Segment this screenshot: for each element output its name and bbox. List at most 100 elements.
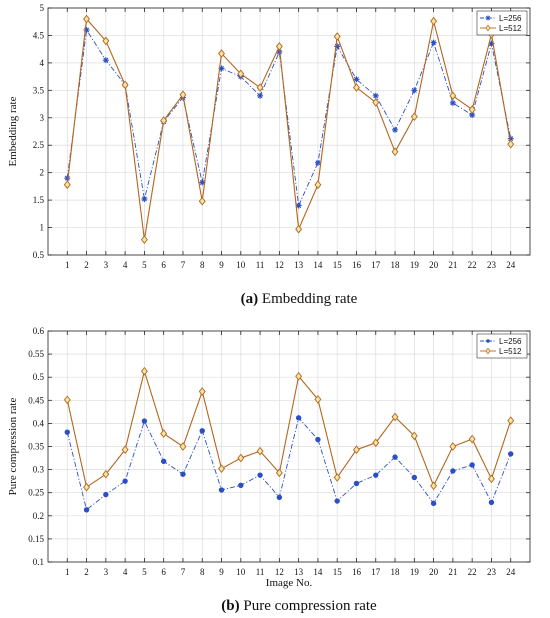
data-point [257, 472, 263, 478]
chart-pure-compression-rate: 0.10.150.20.250.30.350.40.450.50.550.61 2… [7, 326, 531, 614]
data-point [410, 112, 418, 122]
data-point [83, 507, 90, 513]
data-point [218, 464, 225, 473]
x-tick-label: 18 [391, 260, 401, 270]
legend-marker [485, 347, 491, 355]
data-point [450, 468, 456, 474]
x-tick-label: 4 [123, 260, 128, 270]
data-point [353, 76, 360, 83]
x-tick-label: 14 [313, 260, 323, 270]
y-axis-label: Embedding rate [7, 96, 19, 166]
data-point [295, 371, 303, 381]
data-point [391, 412, 399, 422]
x-tick-label: 10 [236, 567, 246, 577]
data-point [160, 116, 168, 125]
data-point [256, 446, 264, 456]
data-point [198, 196, 206, 206]
x-tick-label: 4 [123, 567, 128, 577]
data-point [295, 224, 303, 234]
legend-label: L=512 [499, 347, 522, 356]
x-tick-label: 12 [275, 567, 284, 577]
legend-marker [486, 339, 490, 343]
x-tick-label: 23 [487, 260, 497, 270]
data-point [275, 468, 283, 478]
data-point [102, 469, 110, 479]
data-point [140, 235, 148, 244]
x-tick-label: 20 [429, 567, 439, 577]
data-point [122, 478, 128, 484]
figure-caption: (b) Pure compression rate [221, 598, 377, 614]
data-point [314, 395, 322, 404]
caption-letter: (b) [221, 598, 239, 614]
data-point [314, 180, 322, 190]
data-point [218, 487, 225, 493]
caption-letter: (a) [241, 291, 259, 307]
data-point [141, 196, 148, 203]
series-line [66, 416, 512, 511]
y-tick-label: 3 [40, 113, 45, 123]
x-tick-label: 14 [313, 567, 323, 577]
data-point [160, 458, 167, 464]
data-point [468, 105, 476, 114]
legend-box [476, 10, 528, 36]
x-tick-label: 23 [487, 567, 497, 577]
x-tick-label: 21 [448, 260, 457, 270]
y-tick-label: 0.5 [33, 250, 45, 260]
y-tick-label: 3.5 [33, 85, 45, 95]
data-point [256, 83, 264, 92]
data-point [180, 471, 186, 477]
x-tick-label: 8 [200, 260, 205, 270]
y-tick-label: 0.5 [33, 372, 45, 382]
data-point [372, 98, 380, 107]
legend-label: L=256 [499, 14, 522, 23]
data-point [410, 431, 418, 441]
data-point [353, 480, 360, 487]
y-tick-label: 2 [40, 168, 45, 178]
data-point [373, 472, 379, 478]
x-tick-label: 15 [333, 260, 343, 270]
x-tick-label: 17 [371, 567, 381, 577]
data-point [315, 436, 321, 443]
data-point [199, 428, 205, 434]
data-point [391, 147, 399, 157]
data-point [507, 139, 515, 149]
x-tick-label: 3 [104, 567, 109, 577]
series-L=512 [63, 14, 515, 244]
x-tick-label: 13 [294, 567, 304, 577]
data-point [141, 418, 148, 424]
y-tick-label: 2.5 [33, 140, 45, 150]
data-point [257, 92, 264, 99]
series-line [66, 369, 512, 489]
y-tick-label: 0.15 [28, 534, 44, 544]
figure-caption: (a) Embedding rate [241, 291, 358, 307]
y-tick-label: 1.5 [33, 195, 45, 205]
x-tick-label: 10 [236, 260, 246, 270]
series-L=256 [64, 415, 514, 513]
x-tick-label: 17 [371, 260, 381, 270]
x-tick-label: 22 [468, 260, 477, 270]
x-tick-label: 11 [256, 260, 265, 270]
x-tick-label: 24 [506, 260, 516, 270]
data-point [218, 65, 225, 72]
data-point [430, 481, 438, 491]
data-point [333, 473, 341, 482]
data-point [449, 99, 456, 106]
x-tick-label: 16 [352, 567, 362, 577]
grid [48, 7, 530, 256]
data-point [218, 49, 225, 58]
x-tick-label: 12 [275, 260, 284, 270]
x-tick-label: 19 [410, 260, 420, 270]
data-point [449, 91, 457, 101]
data-point [295, 415, 302, 421]
data-point [237, 453, 245, 463]
x-tick-label: 11 [256, 567, 265, 577]
data-point [430, 500, 437, 507]
x-tick-label: 3 [104, 260, 109, 270]
series-line [66, 28, 512, 208]
y-tick-label: 5 [40, 3, 45, 13]
plot-area [48, 8, 530, 255]
data-point [469, 462, 475, 468]
data-point [103, 491, 109, 498]
